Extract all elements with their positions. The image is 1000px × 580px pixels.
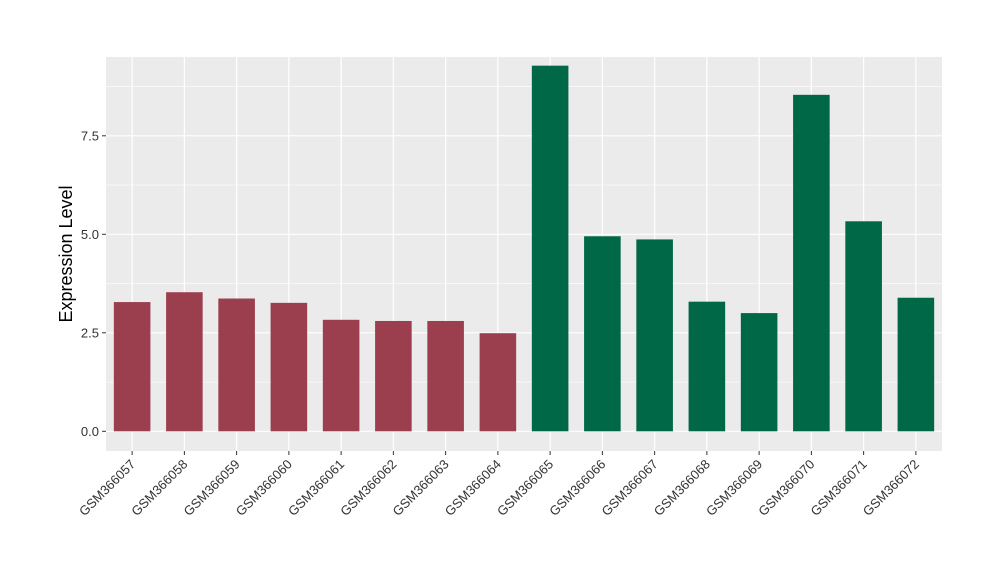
x-axis: GSM366057GSM366058GSM366059GSM366060GSM3… [76,451,922,519]
y-tick-label: 2.5 [81,325,99,340]
x-tick-label: GSM366072 [860,457,922,519]
bar-GSM366072 [897,297,935,432]
y-tick-label: 5.0 [81,227,99,242]
y-axis-title: Expression Level [56,185,76,322]
bar-GSM366061 [322,319,360,432]
bar-GSM366059 [218,298,255,432]
bar-GSM366071 [845,221,882,432]
y-axis: 0.0 2.5 5.0 7.5 [81,128,106,439]
y-tick-label: 0.0 [81,424,99,439]
bar-GSM366062 [375,320,412,432]
bar-GSM366068 [688,301,726,432]
y-tick-label: 7.5 [81,128,99,143]
bar-GSM366066 [584,236,621,432]
bars [113,65,935,432]
bar-GSM366070 [793,94,830,432]
bar-GSM366058 [166,292,203,432]
bar-GSM366057 [113,302,151,432]
bar-GSM366069 [740,313,778,432]
bar-GSM366060 [270,302,308,432]
bar-GSM366064 [479,333,517,432]
bar-GSM366065 [531,65,569,432]
bar-GSM366067 [636,239,673,432]
bar-GSM366063 [427,320,464,432]
